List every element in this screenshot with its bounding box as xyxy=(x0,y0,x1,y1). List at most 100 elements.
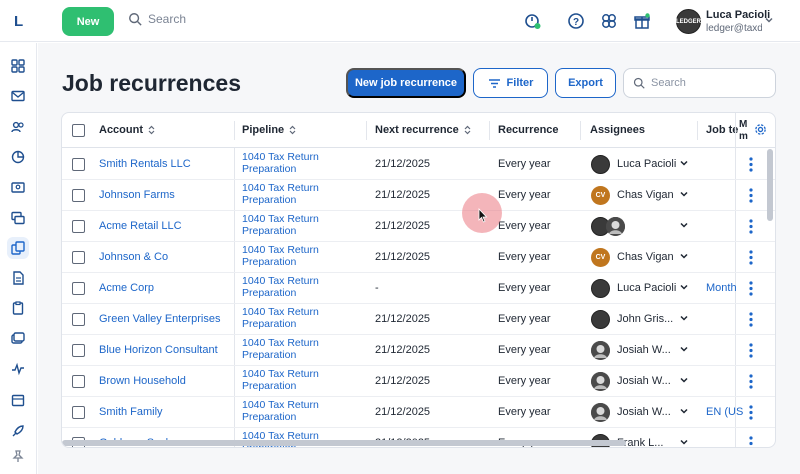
vertical-scrollbar[interactable] xyxy=(767,149,773,221)
chevron-down-icon[interactable] xyxy=(679,251,689,261)
chevron-down-icon[interactable] xyxy=(679,282,689,292)
sidebar-item-dashboard[interactable] xyxy=(7,55,29,77)
account-link[interactable]: Green Valley Enterprises xyxy=(99,313,221,325)
account-link[interactable]: Smith Family xyxy=(99,406,163,418)
column-next-recurrence[interactable]: Next recurrence xyxy=(375,124,471,136)
more-actions-icon[interactable] xyxy=(746,280,756,297)
sidebar-item-activity[interactable] xyxy=(7,358,29,380)
app-logo[interactable]: L xyxy=(14,13,24,30)
row-checkbox[interactable] xyxy=(72,251,85,264)
account-link[interactable]: Acme Retail LLC xyxy=(99,220,182,232)
row-checkbox[interactable] xyxy=(72,313,85,326)
chevron-down-icon[interactable] xyxy=(679,158,689,168)
new-button[interactable]: New xyxy=(62,7,114,36)
chevron-down-icon[interactable] xyxy=(764,15,774,25)
sidebar xyxy=(0,43,37,474)
row-checkbox[interactable] xyxy=(72,220,85,233)
chevron-down-icon[interactable] xyxy=(679,437,689,447)
sidebar-item-chats[interactable] xyxy=(7,207,29,229)
user-avatar[interactable]: LEDGER xyxy=(676,9,701,34)
apps-icon[interactable] xyxy=(600,12,618,30)
account-link[interactable]: Brown Household xyxy=(99,375,186,387)
more-actions-icon[interactable] xyxy=(746,342,756,359)
account-link[interactable]: Acme Corp xyxy=(99,282,155,294)
chevron-down-icon[interactable] xyxy=(679,220,689,230)
table-row[interactable]: Brown Household 1040 Tax Return Preparatio… xyxy=(62,366,775,397)
row-checkbox[interactable] xyxy=(72,406,85,419)
chevron-down-icon[interactable] xyxy=(679,313,689,323)
column-recurrence[interactable]: Recurrence xyxy=(498,124,559,136)
job-template-link[interactable]: Month xyxy=(706,282,737,294)
more-actions-icon[interactable] xyxy=(746,373,756,390)
account-link[interactable]: Blue Horizon Consultant xyxy=(99,344,218,356)
row-checkbox[interactable] xyxy=(72,282,85,295)
column-job-template[interactable]: Job te xyxy=(706,124,738,136)
sidebar-item-inbox[interactable] xyxy=(7,85,29,107)
help-icon[interactable]: ? xyxy=(567,12,585,30)
new-job-recurrence-button[interactable]: New job recurrence xyxy=(346,68,466,98)
table-row[interactable]: Acme Retail LLC 1040 Tax Return Preparatio… xyxy=(62,211,775,242)
more-actions-icon[interactable] xyxy=(746,249,756,266)
table-search-placeholder: Search xyxy=(651,77,686,89)
settings-gear-icon[interactable] xyxy=(754,123,767,136)
table-row[interactable]: Smith Family 1040 Tax Return Preparation 21… xyxy=(62,397,775,428)
account-link[interactable]: Johnson Farms xyxy=(99,189,175,201)
sidebar-item-reports[interactable] xyxy=(7,146,29,168)
select-all-checkbox[interactable] xyxy=(72,124,85,137)
table-row[interactable]: Green Valley Enterprises 1040 Tax Return P… xyxy=(62,304,775,335)
sidebar-item-contacts[interactable] xyxy=(7,116,29,138)
sidebar-item-tasks[interactable] xyxy=(7,297,29,319)
chevron-down-icon[interactable] xyxy=(679,189,689,199)
table-row[interactable]: Johnson Farms 1040 Tax Return Preparation 2… xyxy=(62,180,775,211)
column-more[interactable]: M m xyxy=(739,119,749,143)
sidebar-item-marketing[interactable] xyxy=(7,420,29,442)
sidebar-item-pin[interactable] xyxy=(7,445,29,467)
sidebar-item-portal[interactable] xyxy=(7,177,29,199)
table-row[interactable]: Johnson & Co 1040 Tax Return Preparation 21… xyxy=(62,242,775,273)
chevron-down-icon[interactable] xyxy=(679,344,689,354)
table-search-input[interactable]: Search xyxy=(623,68,776,98)
sidebar-item-billing[interactable] xyxy=(7,327,29,349)
chevron-down-icon[interactable] xyxy=(679,375,689,385)
horizontal-scrollbar[interactable] xyxy=(62,440,626,446)
account-link[interactable]: Smith Rentals LLC xyxy=(99,158,191,170)
account-link[interactable]: Johnson & Co xyxy=(99,251,169,263)
sidebar-item-calendar[interactable] xyxy=(7,389,29,411)
timer-icon[interactable] xyxy=(524,12,542,30)
column-pipeline[interactable]: Pipeline xyxy=(242,124,296,136)
row-checkbox[interactable] xyxy=(72,158,85,171)
global-search[interactable]: Search xyxy=(128,12,186,26)
row-checkbox[interactable] xyxy=(72,344,85,357)
more-actions-icon[interactable] xyxy=(746,311,756,328)
export-button[interactable]: Export xyxy=(555,68,616,98)
more-actions-icon[interactable] xyxy=(746,156,756,173)
sidebar-item-workflow[interactable] xyxy=(7,237,29,259)
more-actions-icon[interactable] xyxy=(746,404,756,421)
table-row[interactable]: Smith Rentals LLC 1040 Tax Return Preparat… xyxy=(62,149,775,180)
sidebar-item-documents[interactable] xyxy=(7,267,29,289)
mouse-cursor-icon xyxy=(478,208,488,223)
column-assignees[interactable]: Assignees xyxy=(590,124,645,136)
filter-button[interactable]: Filter xyxy=(473,68,548,98)
chevron-down-icon[interactable] xyxy=(679,406,689,416)
user-name[interactable]: Luca Pacioli xyxy=(706,9,771,21)
table-row[interactable]: Acme Corp 1040 Tax Return Preparation - Ever… xyxy=(62,273,775,304)
more-actions-icon[interactable] xyxy=(746,187,756,204)
column-account[interactable]: Account xyxy=(99,124,155,136)
more-actions-icon[interactable] xyxy=(746,218,756,235)
gift-icon[interactable] xyxy=(633,12,651,30)
table-row[interactable]: Blue Horizon Consultant 1040 Tax Return Pr… xyxy=(62,335,775,366)
job-template-link[interactable]: EN (US xyxy=(706,406,744,418)
row-checkbox[interactable] xyxy=(72,375,85,388)
row-checkbox[interactable] xyxy=(72,189,85,202)
more-actions-icon[interactable] xyxy=(746,435,756,448)
